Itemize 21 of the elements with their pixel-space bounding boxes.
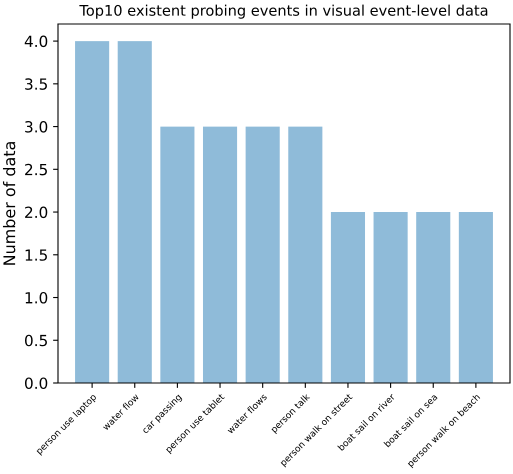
y-tick-label: 0.5 — [24, 334, 47, 346]
y-tick-label: 2.0 — [25, 206, 48, 218]
bar — [202, 126, 238, 383]
bar — [416, 212, 450, 383]
y-tick-label: 4.0 — [24, 36, 48, 48]
y-axis-title: Number of data — [2, 142, 16, 265]
bar — [75, 41, 110, 383]
bar — [246, 126, 280, 383]
bar — [160, 126, 194, 383]
y-tick-label: 3.5 — [25, 78, 47, 90]
chart-title: Top10 existent probing events in visual event-level data — [79, 4, 488, 19]
y-tick-label: 3.0 — [25, 121, 48, 133]
bar — [288, 126, 322, 383]
y-tick-label: 1.0 — [26, 292, 48, 304]
y-tick-label: 0.0 — [24, 377, 48, 390]
bar — [118, 41, 152, 383]
bar — [458, 212, 493, 383]
bar — [374, 212, 408, 383]
y-tick-label: 1.5 — [26, 249, 47, 261]
y-tick-label: 2.5 — [25, 164, 47, 176]
bar — [330, 212, 366, 383]
